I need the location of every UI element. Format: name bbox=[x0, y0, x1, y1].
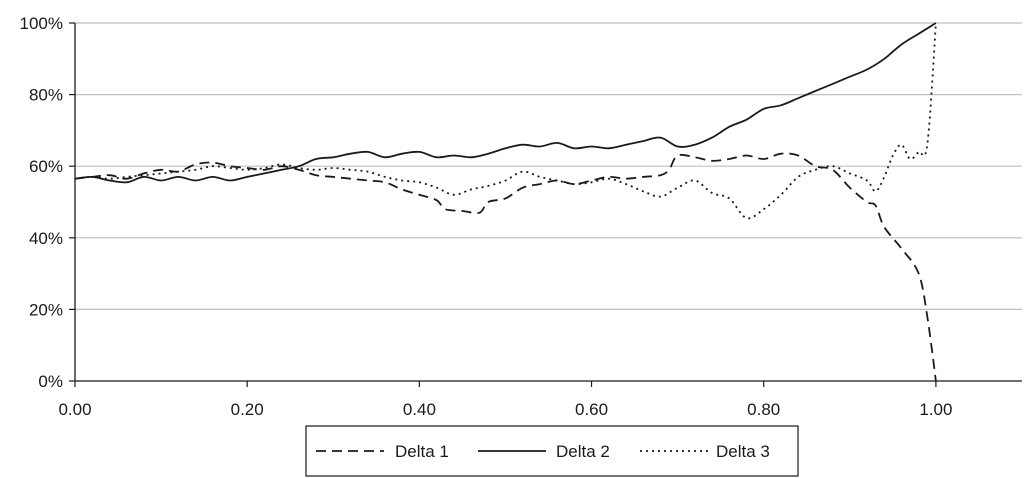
legend-label-delta-1: Delta 1 bbox=[395, 442, 449, 461]
y-axis-ticks: 0% 20% 40% 60% 80% 100% bbox=[20, 14, 75, 391]
x-tick-label-2: 0.40 bbox=[403, 400, 436, 419]
x-tick-label-1: 0.20 bbox=[231, 400, 264, 419]
x-tick-label-3: 0.60 bbox=[575, 400, 608, 419]
series-line-delta-1 bbox=[74, 152, 937, 382]
y-tick-label-3: 60% bbox=[29, 157, 63, 176]
series-line-delta-3 bbox=[74, 22, 937, 220]
y-tick-label-2: 40% bbox=[29, 229, 63, 248]
x-axis-ticks: 0.00 0.20 0.40 0.60 0.80 1.00 bbox=[58, 381, 952, 419]
x-tick-label-4: 0.80 bbox=[747, 400, 780, 419]
y-tick-label-4: 80% bbox=[29, 86, 63, 105]
x-tick-label-0: 0.00 bbox=[58, 400, 91, 419]
legend: Delta 1 Delta 2 Delta 3 bbox=[305, 425, 799, 477]
x-tick-label-5: 1.00 bbox=[919, 400, 952, 419]
series-line-delta-2 bbox=[74, 22, 937, 184]
gridlines bbox=[75, 22, 1022, 310]
series-layer bbox=[74, 22, 937, 382]
legend-box bbox=[305, 425, 799, 477]
legend-label-delta-2: Delta 2 bbox=[556, 442, 610, 461]
axes bbox=[74, 23, 1022, 382]
legend-label-delta-3: Delta 3 bbox=[716, 442, 770, 461]
y-tick-label-0: 0% bbox=[38, 372, 63, 391]
y-tick-label-1: 20% bbox=[29, 300, 63, 319]
y-tick-label-5: 100% bbox=[20, 14, 63, 33]
